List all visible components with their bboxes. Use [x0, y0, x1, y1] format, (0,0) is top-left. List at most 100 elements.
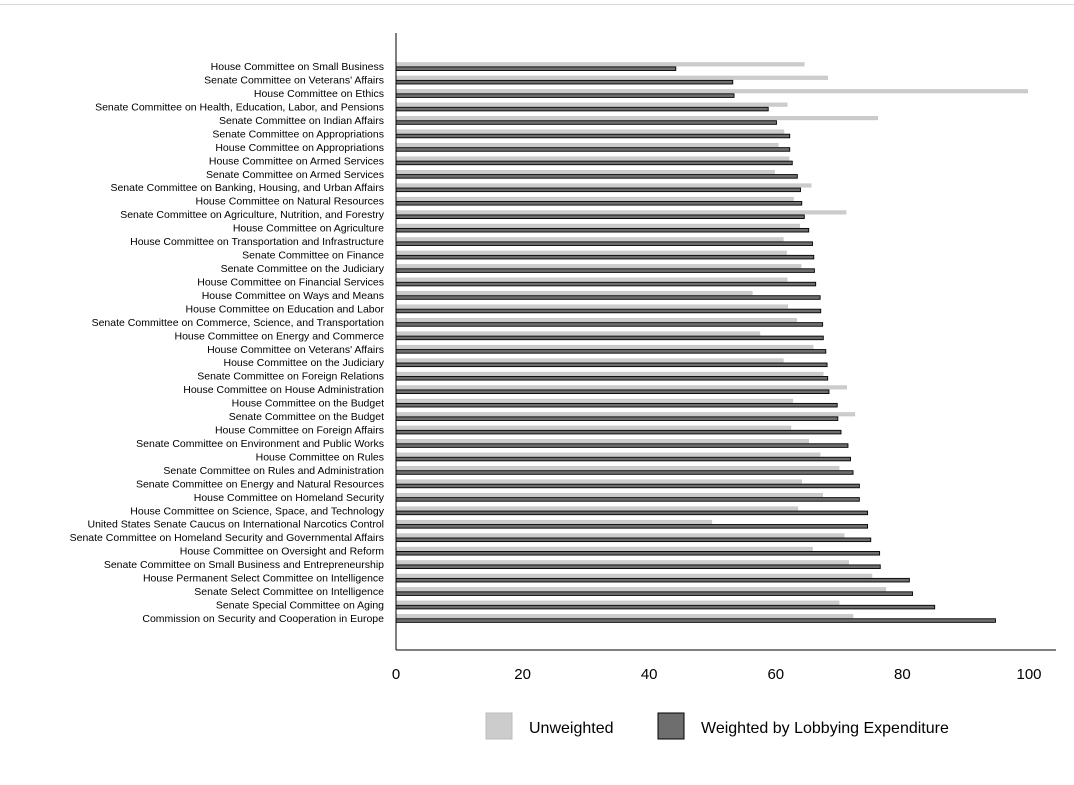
bar-unweighted: [395, 183, 812, 188]
category-label: Senate Committee on the Budget: [229, 411, 384, 423]
bar-unweighted: [395, 587, 887, 592]
bar-weighted: [395, 510, 869, 516]
bar-unweighted: [395, 398, 794, 403]
bar-unweighted: [395, 264, 802, 269]
bar-unweighted: [395, 89, 1028, 94]
category-label: Commission on Security and Cooperation i…: [142, 613, 384, 625]
legend-swatch-weighted: [657, 712, 685, 740]
category-label: House Committee on Energy and Commerce: [174, 330, 384, 342]
bar-weighted: [395, 295, 821, 300]
category-label: House Committee on Science, Space, and T…: [130, 505, 384, 517]
bar-weighted: [395, 120, 777, 125]
bar-unweighted: [395, 102, 788, 107]
bar-unweighted: [395, 546, 813, 551]
x-tick-labels: 0 20 40 60 80 100: [392, 666, 1042, 683]
bar-unweighted: [395, 506, 799, 511]
bar-unweighted: [395, 358, 784, 363]
bar-weighted: [395, 524, 869, 529]
bar-unweighted: [395, 371, 824, 376]
category-label: United States Senate Caucus on Internati…: [88, 519, 385, 531]
bar-unweighted: [395, 439, 809, 444]
category-label: Senate Special Committee on Aging: [216, 600, 384, 612]
category-label: House Committee on Foreign Affairs: [215, 425, 384, 437]
bar-unweighted: [395, 479, 802, 484]
category-label: Senate Committee on Environment and Publ…: [136, 438, 384, 450]
bar-weighted: [395, 227, 810, 233]
category-label: House Committee on Ethics: [254, 88, 384, 100]
bar-weighted: [395, 160, 793, 166]
bar-unweighted: [395, 466, 840, 471]
bar-unweighted: [395, 75, 828, 80]
category-label: Senate Committee on Appropriations: [212, 128, 384, 140]
bar-weighted: [395, 322, 824, 327]
bar-weighted: [395, 604, 936, 610]
category-label: House Committee on Small Business: [211, 61, 384, 73]
bar-weighted: [395, 618, 996, 623]
bar-weighted: [395, 470, 854, 475]
category-label: House Committee on Appropriations: [215, 142, 384, 154]
legend-swatch-unweighted: [485, 712, 513, 740]
x-tick-label: 20: [514, 666, 531, 683]
category-label: Senate Committee on Homeland Security an…: [70, 532, 384, 544]
category-label: Senate Select Committee on Intelligence: [194, 586, 384, 598]
x-tick-label: 100: [1016, 666, 1041, 683]
bars-group: [395, 62, 1028, 623]
category-label: Senate Committee on Rules and Administra…: [163, 465, 384, 477]
category-label: Senate Committee on Finance: [242, 250, 384, 262]
bar-unweighted: [395, 519, 713, 524]
bar-unweighted: [395, 210, 847, 215]
category-label: House Committee on Homeland Security: [194, 492, 385, 504]
category-label: House Committee on Oversight and Reform: [180, 546, 385, 558]
bar-weighted: [395, 443, 849, 448]
bar-unweighted: [395, 291, 753, 296]
bar-unweighted: [395, 62, 805, 67]
bar-unweighted: [395, 318, 797, 323]
bar-unweighted: [395, 614, 854, 619]
bar-unweighted: [395, 169, 775, 174]
bar-weighted: [395, 389, 830, 394]
bar-weighted: [395, 577, 910, 583]
bar-unweighted: [395, 560, 849, 565]
legend: Unweighted Weighted by Lobbying Expenditu…: [485, 712, 949, 740]
bar-unweighted: [395, 600, 840, 605]
bar-unweighted: [395, 223, 801, 228]
x-tick-label: 0: [392, 666, 400, 683]
category-label: Senate Committee on Armed Services: [206, 169, 384, 181]
category-label: Senate Committee on Health, Education, L…: [95, 101, 384, 113]
category-label: House Committee on Education and Labor: [186, 303, 385, 315]
bar-weighted: [395, 254, 815, 260]
category-label: Senate Committee on the Judiciary: [221, 263, 385, 275]
bar-unweighted: [395, 331, 761, 336]
category-label: House Permanent Select Committee on Inte…: [143, 573, 384, 585]
bar-weighted: [395, 133, 791, 139]
legend-label: Unweighted: [529, 720, 614, 737]
bar-unweighted: [395, 412, 856, 417]
bar-unweighted: [395, 344, 814, 349]
bar-unweighted: [395, 385, 847, 390]
bar-weighted: [395, 537, 872, 543]
bar-weighted: [395, 456, 851, 462]
category-label: House Committee on Financial Services: [197, 276, 384, 288]
category-label: Senate Committee on Small Business and E…: [104, 559, 384, 571]
category-label: House Committee on the Judiciary: [224, 357, 385, 369]
bar-unweighted: [395, 573, 873, 578]
x-tick-label: 40: [641, 666, 658, 683]
bar-unweighted: [395, 129, 785, 134]
bar-weighted: [395, 416, 839, 421]
bar-weighted: [395, 214, 805, 220]
category-label: Senate Committee on Foreign Relations: [197, 371, 384, 383]
category-labels: House Committee on Small Business Senate …: [70, 61, 385, 625]
category-label: Senate Committee on Agriculture, Nutriti…: [120, 209, 385, 221]
category-label: Senate Committee on Energy and Natural R…: [136, 478, 384, 490]
bar-weighted: [395, 281, 817, 287]
bar-weighted: [395, 349, 827, 354]
bar-weighted: [395, 362, 828, 368]
category-label: Senate Committee on Banking, Housing, an…: [110, 182, 384, 194]
bar-unweighted: [395, 493, 823, 498]
bar-weighted: [395, 308, 822, 314]
top-divider-line: [0, 4, 1074, 5]
category-label: House Committee on House Administration: [183, 384, 384, 396]
bar-weighted: [395, 429, 842, 435]
bar-unweighted: [395, 533, 845, 538]
category-label: Senate Committee on Veterans' Affairs: [204, 75, 384, 87]
